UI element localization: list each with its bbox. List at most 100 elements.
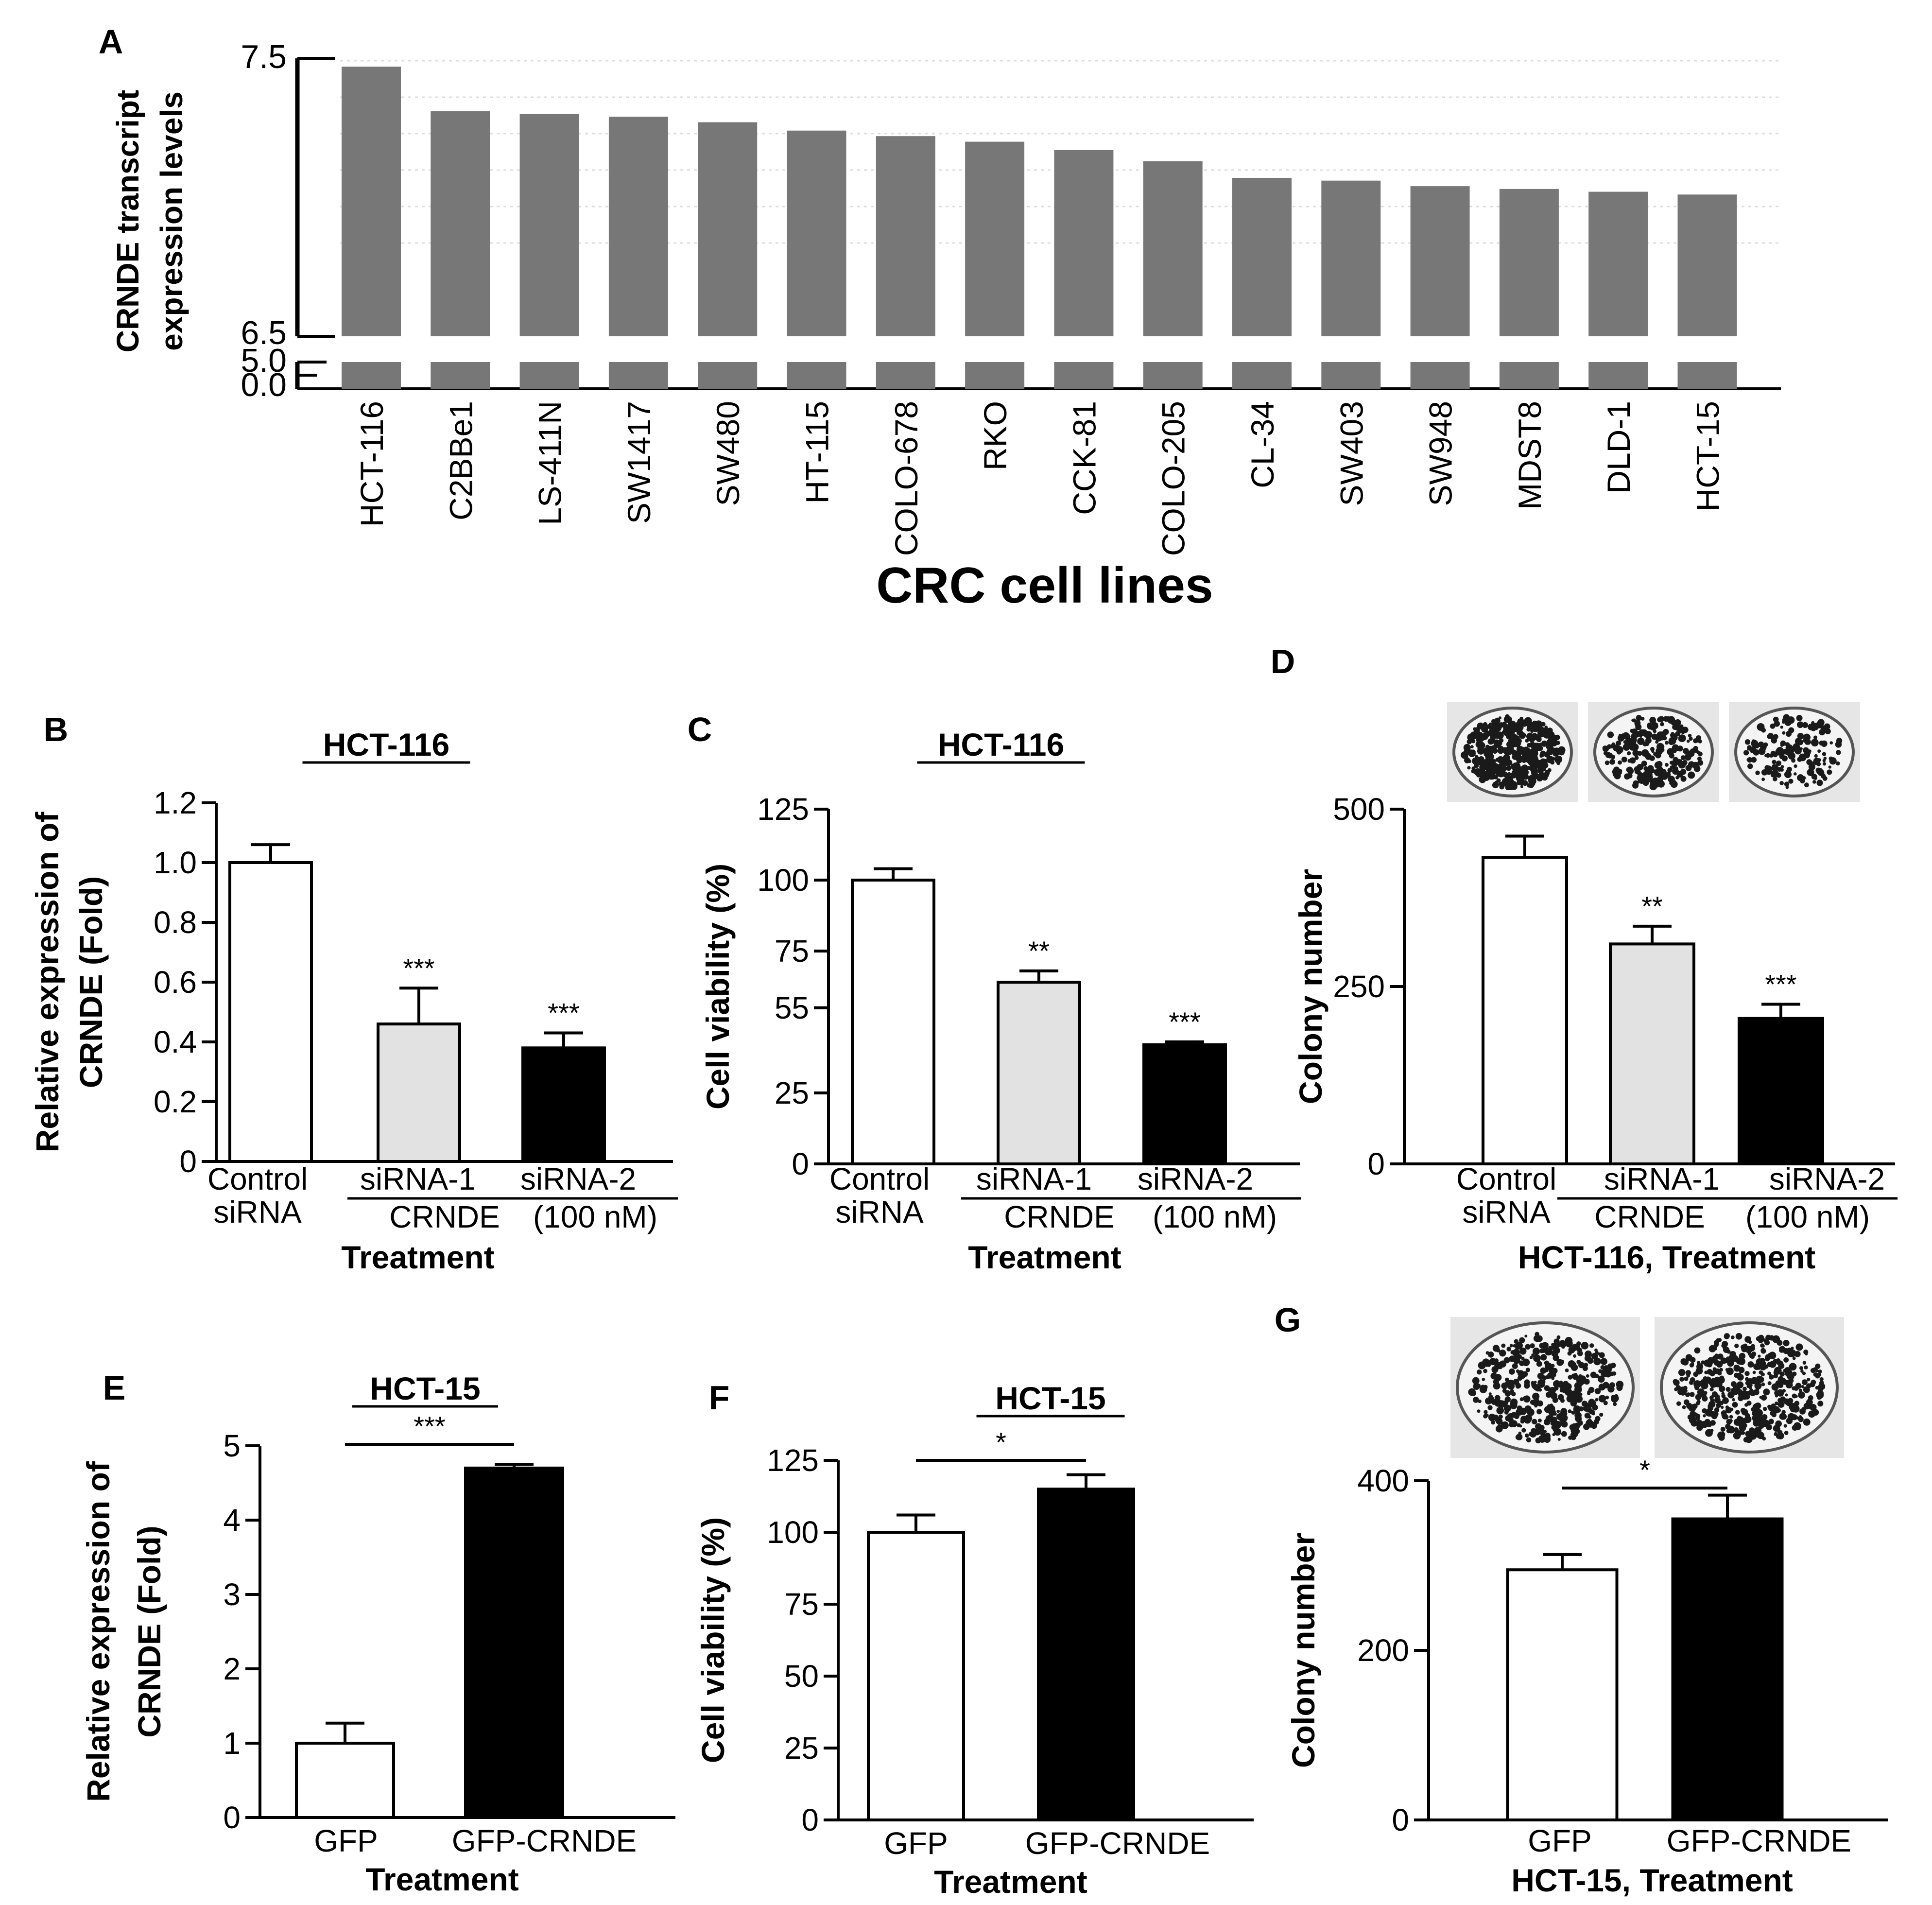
- colony-dot: [1509, 1401, 1518, 1409]
- colony-dot: [1654, 722, 1658, 727]
- colony-dot: [1557, 1437, 1561, 1441]
- colony-dot: [1803, 738, 1808, 743]
- colony-dot: [1751, 1407, 1756, 1412]
- colony-dot: [1556, 1335, 1561, 1339]
- colony-dot: [1751, 739, 1756, 744]
- colony-dot: [1819, 1377, 1824, 1382]
- colony-dot: [1513, 741, 1519, 747]
- colony-dot: [1787, 1413, 1795, 1420]
- colony-dot: [1762, 1437, 1766, 1441]
- colony-dot: [1836, 750, 1841, 755]
- colony-dot: [1613, 744, 1619, 750]
- bar-lower-segment: [1321, 362, 1381, 389]
- y-axis-label: Relative expression of: [80, 1461, 116, 1802]
- colony-dot: [1739, 1352, 1746, 1360]
- colony-dot: [1570, 1427, 1578, 1435]
- colony-dot: [1636, 731, 1641, 737]
- colony-dot: [1678, 1368, 1686, 1376]
- colony-dot: [1685, 1370, 1691, 1376]
- colony-dot: [1768, 1374, 1774, 1380]
- colony-dot: [1773, 752, 1778, 758]
- colony-dot: [1804, 1365, 1808, 1369]
- colony-dot: [1818, 1383, 1826, 1390]
- colony-dot: [1695, 735, 1702, 741]
- colony-dot: [1641, 749, 1649, 757]
- colony-dot: [1670, 732, 1676, 738]
- colony-dot: [1524, 1416, 1531, 1424]
- colony-dot: [1688, 771, 1695, 779]
- colony-dot: [1762, 1406, 1767, 1411]
- colony-dot: [1493, 775, 1498, 779]
- colony-dot: [1689, 737, 1693, 741]
- colony-dot: [1706, 1409, 1713, 1417]
- colony-dot: [1781, 1410, 1786, 1415]
- category-label: SW403: [1333, 401, 1369, 506]
- bar-lower-segment: [1410, 362, 1470, 389]
- colony-dot: [1756, 1361, 1764, 1369]
- colony-dot: [1797, 757, 1802, 762]
- bar-lower-segment: [519, 362, 579, 389]
- colony-dot: [1779, 1371, 1785, 1377]
- category-label: siRNA-2: [1138, 1161, 1253, 1196]
- colony-dot: [1565, 1337, 1573, 1345]
- colony-dot: [1758, 741, 1764, 747]
- colony-dot: [1516, 1408, 1523, 1416]
- tick-label: 250: [1333, 969, 1385, 1004]
- colony-dot: [1491, 1366, 1499, 1373]
- category-label: GFP: [1528, 1823, 1592, 1858]
- tick-label: 125: [757, 792, 809, 827]
- colony-dot: [1503, 728, 1511, 737]
- colony-dot: [1606, 744, 1612, 749]
- colony-dot: [1537, 1400, 1543, 1407]
- colony-dot: [1708, 1345, 1716, 1352]
- colony-dot: [1506, 760, 1513, 766]
- colony-dot: [1568, 1375, 1573, 1380]
- colony-dot: [1628, 745, 1632, 749]
- category-label: HCT-15: [1690, 401, 1726, 511]
- colony-dot: [1764, 754, 1768, 757]
- category-label: GFP-CRNDE: [1025, 1826, 1210, 1861]
- colony-dot: [1686, 739, 1690, 743]
- colony-dot: [1717, 1382, 1723, 1387]
- colony-dot: [1694, 1385, 1700, 1390]
- colony-dot: [1551, 1344, 1556, 1349]
- colony-dot: [1568, 1409, 1572, 1414]
- colony-dot: [1595, 1351, 1599, 1354]
- colony-dot: [1741, 1431, 1745, 1435]
- bar: [519, 114, 579, 336]
- colony-dot: [1562, 1381, 1569, 1387]
- colony-dot: [1788, 1349, 1796, 1357]
- colony-dot: [1687, 1392, 1690, 1396]
- bar-lower-segment: [698, 362, 758, 389]
- bar: [377, 1022, 461, 1163]
- colony-dot: [1506, 765, 1512, 771]
- bar: [521, 1046, 606, 1163]
- tick-label: 0: [223, 1800, 241, 1835]
- colony-dot: [1578, 1362, 1585, 1368]
- colony-dot: [1554, 734, 1560, 740]
- colony-dot: [1505, 1415, 1511, 1421]
- colony-dot: [1708, 1403, 1713, 1409]
- colony-dot: [1719, 1385, 1725, 1392]
- colony-dot: [1641, 761, 1647, 767]
- colony-dot: [1688, 761, 1695, 768]
- colony-dot: [1651, 783, 1656, 788]
- colony-dot: [1499, 784, 1504, 790]
- colony-dot: [1766, 1424, 1772, 1431]
- category-label: RKO: [977, 401, 1013, 470]
- colony-dot: [1680, 724, 1684, 727]
- colony-dot: [1574, 1412, 1582, 1419]
- colony-dot: [1485, 1351, 1489, 1355]
- colony-dot: [1779, 781, 1784, 785]
- colony-dot: [1524, 1334, 1528, 1338]
- colony-dot: [1773, 777, 1777, 781]
- colony-dot: [1720, 1405, 1724, 1409]
- colony-dot: [1836, 738, 1843, 744]
- colony-dot: [1549, 1387, 1556, 1394]
- tick-label: 25: [784, 1731, 819, 1766]
- colony-dot: [1489, 1358, 1497, 1366]
- colony-dot: [1490, 745, 1497, 752]
- colony-dot: [1703, 1378, 1708, 1383]
- colony-dot: [1477, 722, 1484, 730]
- colony-dot: [1530, 757, 1536, 762]
